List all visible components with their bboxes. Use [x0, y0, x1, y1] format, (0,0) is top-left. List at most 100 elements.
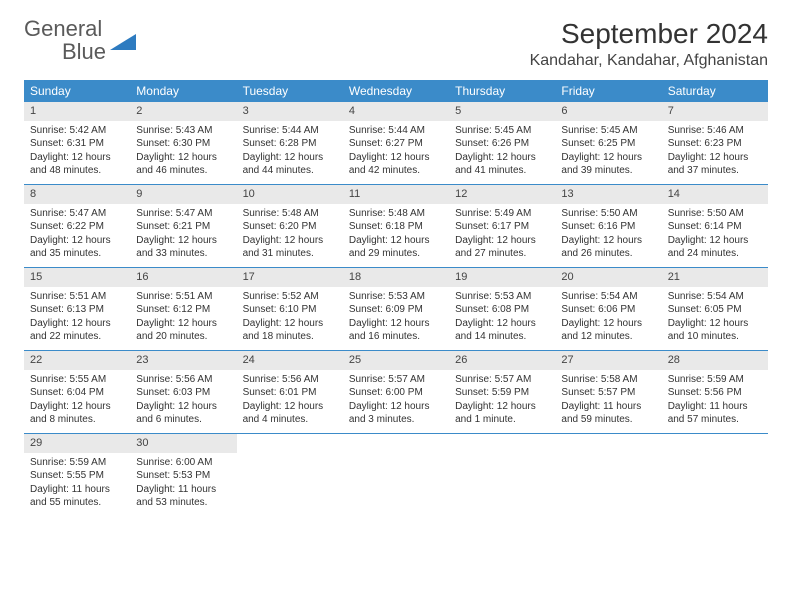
empty-cell [662, 434, 768, 516]
sunset-line: Sunset: 6:05 PM [668, 303, 762, 317]
day-number: 26 [449, 351, 555, 370]
daylight-line2: and 35 minutes. [30, 247, 124, 261]
day-body: Sunrise: 5:48 AMSunset: 6:18 PMDaylight:… [343, 204, 449, 267]
daylight-line2: and 3 minutes. [349, 413, 443, 427]
sunset-line: Sunset: 6:22 PM [30, 220, 124, 234]
daylight-line2: and 55 minutes. [30, 496, 124, 510]
daylight-line1: Daylight: 12 hours [136, 234, 230, 248]
day-number: 7 [662, 102, 768, 121]
day-cell: 21Sunrise: 5:54 AMSunset: 6:05 PMDayligh… [662, 268, 768, 350]
sunrise-line: Sunrise: 5:56 AM [243, 373, 337, 387]
day-cell: 13Sunrise: 5:50 AMSunset: 6:16 PMDayligh… [555, 185, 661, 267]
sunset-line: Sunset: 6:26 PM [455, 137, 549, 151]
day-cell: 3Sunrise: 5:44 AMSunset: 6:28 PMDaylight… [237, 102, 343, 184]
sunset-line: Sunset: 6:08 PM [455, 303, 549, 317]
day-number: 1 [24, 102, 130, 121]
sunset-line: Sunset: 6:04 PM [30, 386, 124, 400]
day-number: 8 [24, 185, 130, 204]
day-header-row: SundayMondayTuesdayWednesdayThursdayFrid… [24, 80, 768, 102]
day-body: Sunrise: 5:52 AMSunset: 6:10 PMDaylight:… [237, 287, 343, 350]
brand-word2: Blue [62, 39, 106, 64]
day-cell: 9Sunrise: 5:47 AMSunset: 6:21 PMDaylight… [130, 185, 236, 267]
day-number: 28 [662, 351, 768, 370]
day-number: 5 [449, 102, 555, 121]
day-number: 27 [555, 351, 661, 370]
day-cell: 6Sunrise: 5:45 AMSunset: 6:25 PMDaylight… [555, 102, 661, 184]
day-cell: 10Sunrise: 5:48 AMSunset: 6:20 PMDayligh… [237, 185, 343, 267]
daylight-line2: and 8 minutes. [30, 413, 124, 427]
day-number: 19 [449, 268, 555, 287]
day-number: 22 [24, 351, 130, 370]
day-number: 13 [555, 185, 661, 204]
daylight-line2: and 18 minutes. [243, 330, 337, 344]
daylight-line1: Daylight: 11 hours [561, 400, 655, 414]
day-number: 30 [130, 434, 236, 453]
day-number: 16 [130, 268, 236, 287]
day-cell: 8Sunrise: 5:47 AMSunset: 6:22 PMDaylight… [24, 185, 130, 267]
day-number [237, 434, 343, 438]
day-cell: 11Sunrise: 5:48 AMSunset: 6:18 PMDayligh… [343, 185, 449, 267]
day-body: Sunrise: 5:43 AMSunset: 6:30 PMDaylight:… [130, 121, 236, 184]
daylight-line2: and 33 minutes. [136, 247, 230, 261]
day-cell: 26Sunrise: 5:57 AMSunset: 5:59 PMDayligh… [449, 351, 555, 433]
day-cell: 28Sunrise: 5:59 AMSunset: 5:56 PMDayligh… [662, 351, 768, 433]
day-number: 18 [343, 268, 449, 287]
day-number: 15 [24, 268, 130, 287]
sunset-line: Sunset: 6:12 PM [136, 303, 230, 317]
day-cell: 30Sunrise: 6:00 AMSunset: 5:53 PMDayligh… [130, 434, 236, 516]
sunrise-line: Sunrise: 5:52 AM [243, 290, 337, 304]
day-body: Sunrise: 5:56 AMSunset: 6:01 PMDaylight:… [237, 370, 343, 433]
sunrise-line: Sunrise: 6:00 AM [136, 456, 230, 470]
day-number: 25 [343, 351, 449, 370]
location-text: Kandahar, Kandahar, Afghanistan [530, 52, 768, 70]
day-body: Sunrise: 5:50 AMSunset: 6:16 PMDaylight:… [555, 204, 661, 267]
month-title: September 2024 [530, 18, 768, 50]
daylight-line2: and 27 minutes. [455, 247, 549, 261]
day-number: 2 [130, 102, 236, 121]
day-cell: 12Sunrise: 5:49 AMSunset: 6:17 PMDayligh… [449, 185, 555, 267]
daylight-line2: and 12 minutes. [561, 330, 655, 344]
sunrise-line: Sunrise: 5:44 AM [243, 124, 337, 138]
day-number: 6 [555, 102, 661, 121]
daylight-line1: Daylight: 12 hours [455, 317, 549, 331]
daylight-line2: and 48 minutes. [30, 164, 124, 178]
daylight-line1: Daylight: 12 hours [243, 317, 337, 331]
daylight-line2: and 39 minutes. [561, 164, 655, 178]
daylight-line2: and 41 minutes. [455, 164, 549, 178]
day-header: Monday [130, 80, 236, 102]
day-header: Saturday [662, 80, 768, 102]
day-number: 24 [237, 351, 343, 370]
day-cell: 19Sunrise: 5:53 AMSunset: 6:08 PMDayligh… [449, 268, 555, 350]
day-body: Sunrise: 5:49 AMSunset: 6:17 PMDaylight:… [449, 204, 555, 267]
daylight-line1: Daylight: 12 hours [668, 234, 762, 248]
day-number: 4 [343, 102, 449, 121]
sunset-line: Sunset: 6:18 PM [349, 220, 443, 234]
daylight-line1: Daylight: 12 hours [243, 400, 337, 414]
daylight-line1: Daylight: 12 hours [668, 151, 762, 165]
daylight-line2: and 10 minutes. [668, 330, 762, 344]
day-cell: 17Sunrise: 5:52 AMSunset: 6:10 PMDayligh… [237, 268, 343, 350]
sunrise-line: Sunrise: 5:48 AM [349, 207, 443, 221]
day-cell: 2Sunrise: 5:43 AMSunset: 6:30 PMDaylight… [130, 102, 236, 184]
sunrise-line: Sunrise: 5:58 AM [561, 373, 655, 387]
empty-cell [555, 434, 661, 516]
brand-logo: General Blue [24, 18, 136, 64]
sunrise-line: Sunrise: 5:51 AM [30, 290, 124, 304]
day-number: 21 [662, 268, 768, 287]
daylight-line2: and 46 minutes. [136, 164, 230, 178]
day-body: Sunrise: 5:47 AMSunset: 6:22 PMDaylight:… [24, 204, 130, 267]
day-body: Sunrise: 5:51 AMSunset: 6:12 PMDaylight:… [130, 287, 236, 350]
sunset-line: Sunset: 6:03 PM [136, 386, 230, 400]
daylight-line1: Daylight: 12 hours [455, 400, 549, 414]
sunrise-line: Sunrise: 5:50 AM [561, 207, 655, 221]
daylight-line1: Daylight: 12 hours [136, 400, 230, 414]
sunset-line: Sunset: 6:13 PM [30, 303, 124, 317]
day-body: Sunrise: 5:47 AMSunset: 6:21 PMDaylight:… [130, 204, 236, 267]
daylight-line1: Daylight: 11 hours [30, 483, 124, 497]
day-header: Thursday [449, 80, 555, 102]
sunrise-line: Sunrise: 5:46 AM [668, 124, 762, 138]
sunrise-line: Sunrise: 5:44 AM [349, 124, 443, 138]
day-number: 29 [24, 434, 130, 453]
day-body: Sunrise: 5:54 AMSunset: 6:06 PMDaylight:… [555, 287, 661, 350]
sunset-line: Sunset: 6:17 PM [455, 220, 549, 234]
